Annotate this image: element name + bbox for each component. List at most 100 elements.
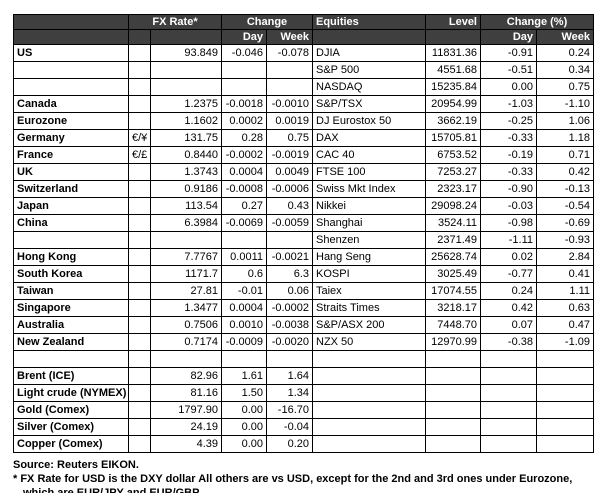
fx-rate: 81.16: [150, 384, 222, 402]
table-row: Germany €/¥ 131.75 0.28 0.75 DAX 15705.81 -0.33…: [13, 129, 594, 147]
equity-week-change: -0.13: [536, 180, 594, 198]
equity-level: 3218.17: [425, 299, 481, 317]
table-row: Light crude (NYMEX) 81.16 1.50 1.34: [13, 384, 594, 402]
equity-level: 11831.36: [425, 44, 481, 62]
fx-change-header: Change: [221, 14, 313, 30]
fx-label: China: [13, 214, 129, 232]
equity-day-change: -1.03: [480, 95, 537, 113]
equity-week-change: 0.71: [536, 146, 594, 164]
equity-day-change: 0.02: [480, 248, 537, 266]
table-row: Switzerland 0.9186 -0.0008 -0.0006 Swiss Mkt…: [13, 180, 594, 198]
equity-week-change: -0.54: [536, 197, 594, 215]
fx-rate: 7.7767: [150, 248, 222, 266]
fx-rate: 113.54: [150, 197, 222, 215]
fx-pair: [128, 78, 151, 96]
fx-pair: [128, 112, 151, 130]
fx-pair: €/¥: [128, 129, 151, 147]
equity-level: 2323.17: [425, 180, 481, 198]
eq-change-pct-header: Change (%): [480, 14, 594, 30]
fx-footnote-line2: which are EUR/JPY and EUR/GBP.: [23, 487, 202, 493]
fx-pair: [128, 418, 151, 436]
fx-label: Copper (Comex): [13, 435, 129, 453]
fx-label: Brent (ICE): [13, 367, 129, 385]
equity-day-change: -0.38: [480, 333, 537, 351]
fx-day-change: -0.0008: [221, 180, 267, 198]
equity-label: DJIA: [312, 44, 426, 62]
equity-level: 15235.84: [425, 78, 481, 96]
table-row: UK 1.3743 0.0004 0.0049 FTSE 100 7253.27 -0.33…: [13, 163, 594, 181]
fx-rate: 1.2375: [150, 95, 222, 113]
equity-label: [312, 384, 426, 402]
fx-label-header-blank: [13, 14, 129, 30]
fx-week-change: -0.0006: [266, 180, 313, 198]
fx-week-change: 1.34: [266, 384, 313, 402]
equity-label: S&P/TSX: [312, 95, 426, 113]
fx-rate: [150, 350, 222, 368]
blank-header-cell: [425, 29, 481, 45]
table-row: US 93.849 -0.046 -0.078 DJIA 11831.36 -0.91 0.2…: [13, 44, 594, 62]
table-footnotes: Source: Reuters EIKON. * FX Rate for USD…: [13, 458, 594, 493]
equity-week-change: 1.11: [536, 282, 594, 300]
equity-week-change: [536, 401, 594, 419]
blank-header-cell: [312, 29, 426, 45]
fx-day-change: 0.0002: [221, 112, 267, 130]
equity-label: Hang Seng: [312, 248, 426, 266]
fx-rate-header: FX Rate*: [128, 14, 222, 30]
fx-day-change: -0.0002: [221, 146, 267, 164]
source-note: Source: Reuters EIKON.: [13, 459, 139, 471]
equity-week-change: 1.18: [536, 129, 594, 147]
fx-day-change: [221, 350, 267, 368]
table-body: US 93.849 -0.046 -0.078 DJIA 11831.36 -0.91 0.2…: [13, 44, 594, 453]
equity-label: S&P/ASX 200: [312, 316, 426, 334]
fx-day-change: 0.00: [221, 435, 267, 453]
eq-day-header: Day: [480, 29, 537, 45]
fx-day-change: -0.046: [221, 44, 267, 62]
fx-label: New Zealand: [13, 333, 129, 351]
fx-pair: [128, 197, 151, 215]
equity-level: 7253.27: [425, 163, 481, 181]
fx-day-change: 0.27: [221, 197, 267, 215]
equity-label: Swiss Mkt Index: [312, 180, 426, 198]
level-header: Level: [425, 14, 481, 30]
fx-label: UK: [13, 163, 129, 181]
table-row: Gold (Comex) 1797.90 0.00 -16.70: [13, 401, 594, 419]
fx-pair: [128, 333, 151, 351]
fx-day-change: 0.28: [221, 129, 267, 147]
fx-week-change: [266, 231, 313, 249]
fx-rate: 1.3743: [150, 163, 222, 181]
fx-week-header: Week: [266, 29, 313, 45]
fx-week-change: -0.0019: [266, 146, 313, 164]
table-row: Brent (ICE) 82.96 1.61 1.64: [13, 367, 594, 385]
equity-week-change: 0.24: [536, 44, 594, 62]
fx-label: South Korea: [13, 265, 129, 283]
equity-label: Taiex: [312, 282, 426, 300]
blank-header-cell: [13, 29, 129, 45]
fx-week-change: -0.0038: [266, 316, 313, 334]
fx-pair: [128, 231, 151, 249]
equity-label: Straits Times: [312, 299, 426, 317]
equity-day-change: -0.33: [480, 129, 537, 147]
fx-label: Light crude (NYMEX): [13, 384, 129, 402]
table-header-row-1: FX Rate* Change Equities Level Change (%…: [13, 14, 594, 30]
fx-week-change: 0.0049: [266, 163, 313, 181]
fx-pair: [128, 401, 151, 419]
equity-week-change: [536, 350, 594, 368]
table-row: Australia 0.7506 0.0010 -0.0038 S&P/ASX 200 7…: [13, 316, 594, 334]
fx-rate: 0.7506: [150, 316, 222, 334]
fx-pair: [128, 265, 151, 283]
fx-pair: [128, 282, 151, 300]
fx-label: [13, 61, 129, 79]
table-row: S&P 500 4551.68 -0.51 0.34: [13, 61, 594, 79]
equity-label: NASDAQ: [312, 78, 426, 96]
equity-day-change: -0.19: [480, 146, 537, 164]
fx-pair: [128, 214, 151, 232]
fx-week-change: -0.0059: [266, 214, 313, 232]
fx-week-change: -0.0010: [266, 95, 313, 113]
equity-level: 12970.99: [425, 333, 481, 351]
equity-level: 3524.11: [425, 214, 481, 232]
fx-day-change: 0.0011: [221, 248, 267, 266]
equity-day-change: -0.51: [480, 61, 537, 79]
equity-label: Nikkei: [312, 197, 426, 215]
fx-label: Switzerland: [13, 180, 129, 198]
fx-pair: [128, 350, 151, 368]
